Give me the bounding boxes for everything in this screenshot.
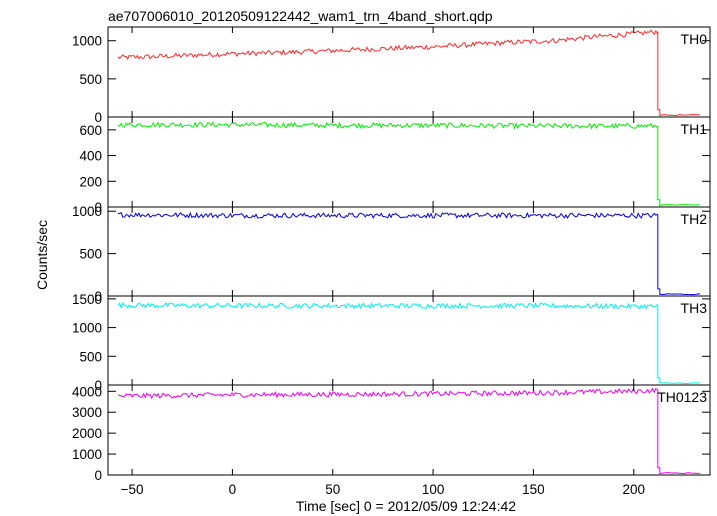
panel-frame [107, 26, 711, 118]
y-tick-label: 0 [94, 289, 102, 304]
panel-frame [107, 384, 711, 476]
y-tick-label: 1500 [72, 292, 102, 307]
series-line-th0123 [118, 387, 701, 475]
x-tick-label: 0 [229, 482, 237, 497]
panel-th0123: 0 1000 2000 3000 4000 TH0123 [72, 384, 711, 483]
y-tick-label: 0 [94, 468, 102, 483]
chart-title: ae707006010_20120509122442_wam1_trn_4ban… [108, 8, 493, 24]
panel-th1: 0 200 400 600 TH1 [79, 116, 711, 215]
x-tick-label: 50 [325, 482, 340, 497]
panel-th3: 0 500 1000 1500 TH3 [72, 292, 711, 393]
x-tick-label: 150 [522, 482, 545, 497]
x-tick-labels: −50 0 50 100 150 200 [121, 482, 645, 497]
y-tick-label: 500 [79, 72, 102, 87]
y-tick-label: 1000 [72, 34, 102, 49]
y-tick-label: 1000 [72, 321, 102, 336]
y-tick-label: 3000 [72, 405, 102, 420]
panel-label: TH3 [681, 300, 708, 316]
y-tick-label: 4000 [72, 384, 102, 399]
y-tick-label: 0 [94, 378, 102, 393]
x-tick-label: 200 [622, 482, 645, 497]
series-line-th2 [117, 211, 701, 296]
series-line-th0 [117, 29, 700, 117]
series-line-th1 [117, 121, 701, 207]
y-tick-label: 200 [79, 174, 102, 189]
y-tick-label: 500 [79, 247, 102, 262]
y-tick-label: 500 [79, 349, 102, 364]
y-tick-label: 600 [79, 123, 102, 138]
panel-frame [107, 206, 711, 297]
y-axis-title: Counts/sec [34, 220, 50, 290]
panel-label: TH1 [681, 121, 708, 137]
y-tick-label: 1000 [72, 447, 102, 462]
panel-th0: 0 500 1000 TH0 [72, 26, 711, 125]
y-tick-label: 0 [94, 200, 102, 215]
x-tick-label: 100 [422, 482, 445, 497]
y-tick-label: 0 [94, 110, 102, 125]
y-tick-label: 1000 [72, 204, 102, 219]
series-line-th3 [117, 301, 700, 385]
x-axis-title: Time [sec] 0 = 2012/05/09 12:24:42 [296, 498, 516, 514]
y-tick-label: 400 [79, 149, 102, 164]
panel-label: TH0 [681, 31, 708, 47]
panel-label: TH0123 [657, 389, 707, 405]
panel-th2: 0 500 1000 TH2 [72, 204, 711, 304]
x-tick-label: −50 [121, 482, 144, 497]
panel-label: TH2 [681, 211, 708, 227]
panel-frame [107, 295, 711, 386]
panel-frame [107, 116, 711, 208]
y-tick-label: 2000 [72, 426, 102, 441]
